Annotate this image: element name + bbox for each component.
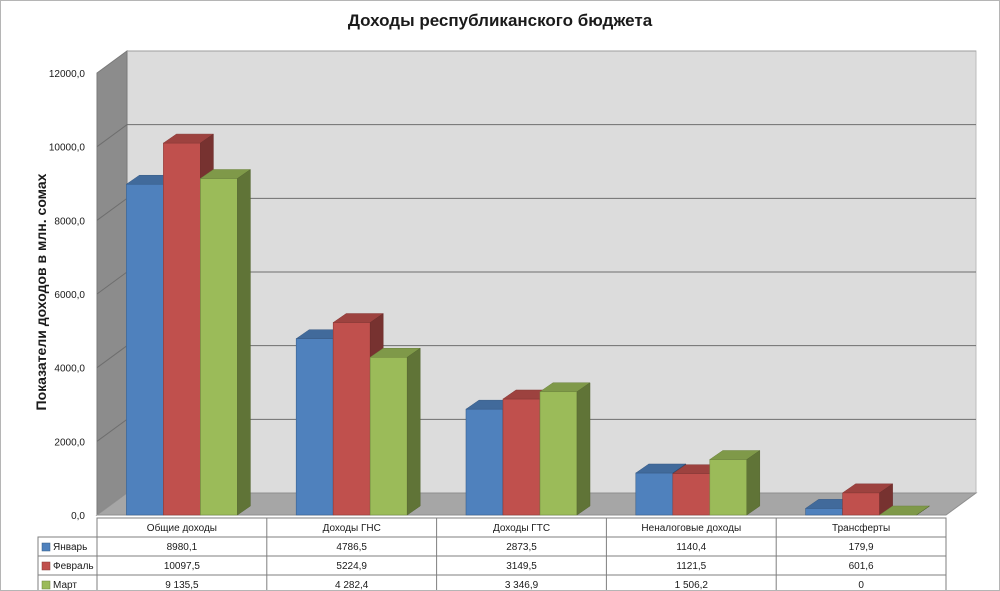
data-label: 1140,4	[676, 542, 706, 553]
y-tick-label: 10000,0	[49, 143, 86, 154]
bars	[125, 133, 931, 516]
bar-front	[126, 183, 164, 516]
data-label: 3149,5	[506, 561, 537, 572]
bar-front	[332, 322, 371, 516]
bar-front	[465, 408, 504, 516]
bar-side	[237, 169, 251, 516]
legend-entry: Февраль	[53, 561, 94, 572]
y-tick-label: 6000,0	[54, 290, 85, 301]
y-tick-label: 12000,0	[49, 69, 86, 80]
bar	[369, 347, 422, 516]
bar-front	[842, 492, 880, 516]
legend-swatch	[41, 580, 51, 590]
data-label: 9 135,5	[165, 580, 199, 590]
legend-entry: Январь	[53, 542, 87, 553]
data-label: 4786,5	[336, 542, 367, 553]
category-label: Трансферты	[832, 522, 890, 534]
bar	[708, 450, 761, 516]
bar-front	[295, 338, 334, 516]
data-label: 8980,1	[167, 542, 198, 553]
category-label: Общие доходы	[147, 522, 217, 534]
legend-swatch	[41, 561, 51, 571]
bar	[539, 382, 591, 516]
data-label: 10097,5	[164, 561, 201, 572]
category-label: Неналоговые доходы	[641, 523, 741, 534]
y-axis-ticks: 0,0 2000,0 4000,0 6000,0 8000,0 10000,0 12000,…	[49, 69, 86, 522]
bar-side	[746, 450, 761, 516]
bar-front	[672, 473, 711, 516]
data-label: 5224,9	[336, 561, 367, 572]
bar	[878, 505, 931, 516]
chart-title: Доходы республиканского бюджета	[347, 11, 653, 30]
data-label: 3 346,9	[505, 580, 539, 590]
bar-front	[200, 178, 238, 516]
legend-swatch	[41, 542, 51, 552]
bar-front	[539, 391, 578, 516]
legend-entry: Март	[53, 580, 77, 590]
bar	[199, 169, 252, 516]
bar-front	[709, 459, 748, 516]
gridline	[96, 124, 976, 148]
bar-side	[406, 347, 421, 516]
bar-front	[635, 472, 674, 516]
data-label: 2873,5	[506, 542, 537, 553]
bar-front	[502, 398, 541, 516]
y-tick-label: 4000,0	[54, 364, 85, 375]
y-tick-label: 2000,0	[54, 437, 85, 448]
bar-front	[805, 508, 843, 516]
data-label: 1 506,2	[675, 580, 709, 590]
data-label: 4 282,4	[335, 580, 369, 590]
data-label: 0	[858, 580, 864, 590]
bar-side	[576, 382, 591, 516]
data-label: 179,9	[849, 542, 874, 553]
data-label: 1121,5	[676, 561, 706, 572]
category-label: Доходы ГТС	[493, 523, 550, 534]
data-label: 601,6	[849, 561, 874, 572]
bar-front	[369, 356, 408, 516]
bar-front	[163, 142, 201, 516]
bar	[841, 483, 894, 516]
y-tick-label: 8000,0	[54, 216, 85, 227]
category-label: Доходы ГНС	[323, 523, 381, 534]
bar-side	[916, 505, 930, 516]
data-table: Общие доходы Доходы ГНС Доходы ГТС Неналого…	[37, 517, 947, 590]
y-tick-label: 0,0	[71, 511, 85, 522]
